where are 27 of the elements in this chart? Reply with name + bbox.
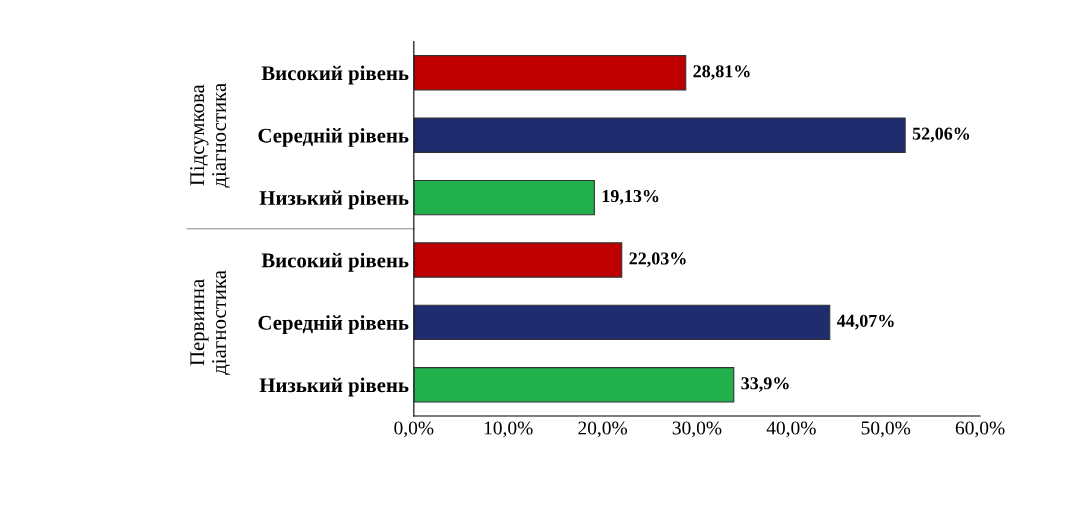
- y-tick-label: Середній рівень: [258, 127, 409, 147]
- bar: [413, 242, 623, 278]
- bar: [413, 117, 906, 153]
- x-tick-label: 40,0%: [766, 421, 816, 438]
- data-label: 22,03%: [629, 252, 686, 268]
- x-tick-label: 10,0%: [484, 421, 533, 438]
- bar: [413, 304, 831, 341]
- x-tick-label: 30,0%: [672, 421, 722, 438]
- x-tick-label: 50,0%: [861, 421, 911, 438]
- text: Первинна діагностика: [190, 270, 230, 375]
- x-tick-label: 0,0%: [394, 421, 434, 438]
- y-tick-label: Середній рівень: [258, 315, 409, 335]
- y-tick-label: Низький рівень: [259, 190, 409, 210]
- y-tick-label: Високий рівень: [261, 65, 409, 85]
- y-tick-label: Низький рівень: [259, 377, 409, 397]
- bar: [413, 55, 687, 91]
- y-tick-label: Високий рівень: [261, 252, 409, 272]
- bar: [413, 179, 595, 216]
- text: Підсумкова діагностика: [190, 83, 230, 188]
- data-label: 52,06%: [912, 127, 970, 143]
- data-label: 33,9%: [741, 377, 789, 392]
- x-tick-label: 60,0%: [955, 421, 1005, 438]
- data-label: 44,07%: [836, 314, 894, 330]
- bar: [413, 367, 735, 403]
- data-label: 19,13%: [602, 189, 659, 205]
- x-tick-label: 20,0%: [578, 421, 628, 438]
- data-label: 28,81%: [693, 65, 750, 80]
